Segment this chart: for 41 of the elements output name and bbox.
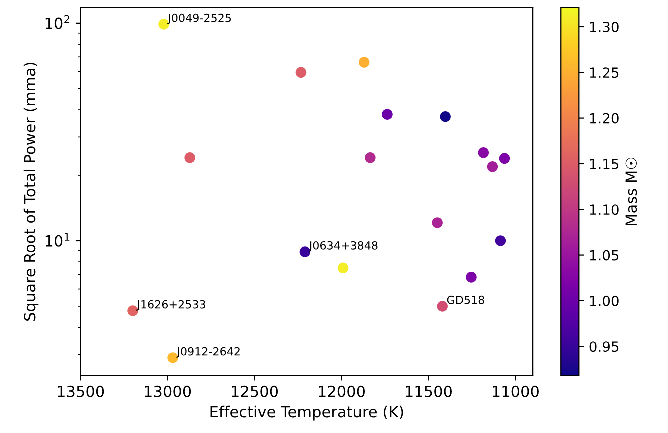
point xyxy=(487,162,498,172)
point xyxy=(437,301,448,312)
point xyxy=(184,152,196,164)
point xyxy=(296,67,307,78)
x-tick-label: 12500 xyxy=(232,386,278,398)
annotation: J0049-2525 xyxy=(168,14,232,24)
x-tick-label: 13500 xyxy=(58,386,104,398)
y-tick-label: 10$^{2}$ xyxy=(46,15,70,30)
point xyxy=(478,148,490,158)
point xyxy=(365,152,376,164)
color-bar-label: 1.20 xyxy=(590,113,619,124)
point xyxy=(466,272,477,283)
x-tick-label: 13000 xyxy=(145,386,192,398)
point xyxy=(499,153,510,164)
color-bar-title: Mass M☉ xyxy=(626,158,638,226)
color-bar-label: 1.15 xyxy=(590,159,619,170)
annotation: GD518 xyxy=(447,296,484,304)
point xyxy=(495,236,506,246)
point xyxy=(440,111,451,122)
point xyxy=(128,306,138,316)
color-bar-label: 1.10 xyxy=(590,204,619,216)
color-bar-label: 0.95 xyxy=(590,342,619,352)
annotation: J0634+3848 xyxy=(308,241,378,252)
point xyxy=(382,109,393,120)
x-tick-label: 11500 xyxy=(406,386,452,398)
point xyxy=(168,352,178,364)
x-axis-title: Effective Temperature (K) xyxy=(210,406,404,421)
annotation: J1626+2533 xyxy=(136,300,206,311)
y-tick-label: 10$^{1}$ xyxy=(46,233,70,247)
y-axis-title: Square Root of Total Power (mma) xyxy=(24,62,39,321)
color-bar-label: 1.25 xyxy=(590,68,619,78)
annotation: J0912-2642 xyxy=(176,347,240,358)
x-tick-label: 11000 xyxy=(493,386,539,398)
point xyxy=(358,57,370,68)
point xyxy=(432,218,443,228)
x-tick-label: 12000 xyxy=(319,386,366,398)
color-bar-label: 1.30 xyxy=(590,22,619,32)
color-bar-label: 1.05 xyxy=(590,250,619,261)
point xyxy=(338,262,349,274)
color-bar-label: 1.00 xyxy=(590,296,619,306)
point xyxy=(158,19,170,30)
